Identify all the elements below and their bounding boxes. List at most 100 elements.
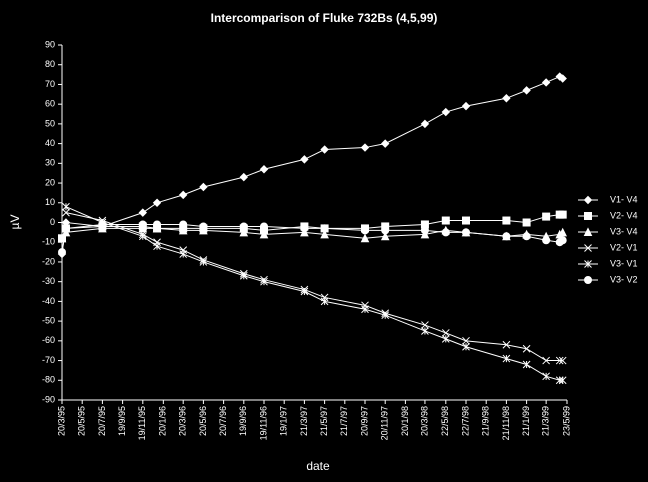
marker [260,277,268,286]
marker [381,311,390,320]
marker [584,276,592,284]
chart-title: Intercomparison of Fluke 732Bs (4,5,99) [211,11,438,25]
y-tick-label: -50 [42,315,55,325]
x-tick-label: 19/9/95 [117,406,127,436]
marker [462,342,470,351]
marker [260,222,268,231]
marker [502,340,511,349]
marker [179,220,188,229]
y-tick-label: 40 [45,138,55,148]
y-tick-label: -80 [42,375,55,385]
marker [178,225,188,235]
y-tick-label: -90 [42,394,55,404]
marker [441,335,450,343]
y-tick-label: 50 [45,118,55,128]
y-tick-label: -20 [42,256,55,266]
x-tick-label: 21/11/98 [501,406,511,440]
marker [381,226,390,235]
marker [259,229,269,239]
x-tick-label: 21/9/98 [481,406,491,436]
x-tick-label: 20/7/96 [218,406,228,436]
y-tick-label: 20 [45,177,55,187]
marker [380,231,390,241]
marker [584,212,592,220]
marker [441,216,450,225]
marker [461,101,471,111]
y-tick-label: 90 [45,39,55,49]
marker [153,220,162,229]
marker [300,155,309,164]
marker [421,321,429,329]
marker [62,202,70,211]
marker [462,228,470,237]
marker [320,145,329,154]
series-line [65,206,563,381]
marker [361,305,369,314]
marker [584,260,592,268]
y-tick-label: -40 [42,296,55,306]
y-tick-label: 30 [45,158,55,168]
y-tick-label: -70 [42,355,55,365]
marker [558,227,568,237]
marker [360,233,370,243]
marker [152,198,162,207]
marker [178,190,188,200]
marker [239,227,249,237]
x-tick-label: 20/5/95 [77,406,87,436]
x-tick-label: 20/5/96 [198,406,208,436]
y-tick-label: 0 [50,217,55,227]
marker [541,78,551,87]
marker [179,250,188,258]
marker [239,222,248,231]
marker [259,165,269,174]
marker [522,344,531,353]
marker [542,356,550,365]
marker [558,376,567,385]
x-tick-label: 21/3/97 [299,406,309,436]
marker [522,218,531,227]
marker [199,222,208,231]
x-tick-label: 19/1/97 [279,406,289,436]
marker [320,224,329,233]
marker [300,287,309,296]
marker [522,360,531,369]
marker [542,236,551,245]
marker [583,227,593,236]
legend-label: V3- V1 [610,258,638,268]
marker [555,356,564,365]
marker [361,301,369,310]
marker [441,329,450,337]
legend-label: V2- V4 [610,210,638,220]
marker [199,182,208,192]
y-tick-label: -30 [42,276,55,286]
marker [199,258,208,266]
series-line [61,227,563,239]
legend-label: V3- V2 [610,274,638,284]
marker [502,94,511,103]
marker [558,356,567,365]
marker [360,143,370,152]
marker [558,236,567,245]
y-tick-label: 80 [45,59,55,69]
y-tick-label: -10 [42,237,55,247]
marker [320,229,329,239]
x-axis-title: date [306,459,330,473]
legend-label: V3- V4 [610,226,638,236]
marker [138,232,147,241]
marker [153,242,161,251]
x-tick-label: 20/7/95 [97,406,107,436]
marker [542,212,551,221]
marker [502,232,511,241]
x-tick-label: 22/7/98 [460,406,470,436]
x-tick-label: 20/11/97 [380,406,390,440]
marker [522,86,531,95]
marker [583,195,593,205]
x-tick-label: 20/9/97 [359,406,369,436]
x-tick-label: 21/1/99 [521,406,531,436]
series-line [65,212,563,362]
x-tick-label: 19/11/95 [137,406,147,440]
marker [380,139,390,148]
marker [420,119,430,129]
x-tick-label: 21/3/99 [541,406,551,436]
